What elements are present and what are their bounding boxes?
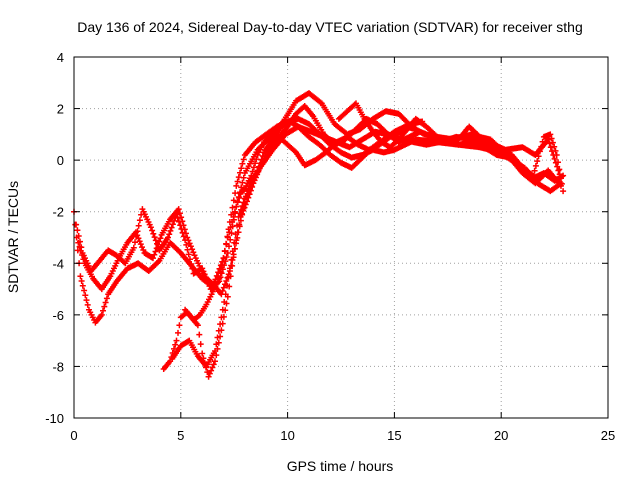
chart-title: Day 136 of 2024, Sidereal Day-to-day VTE… [77,19,583,35]
plot-frame [73,56,609,419]
y-tick-label: -8 [52,359,64,374]
x-tick-label: 20 [494,428,508,443]
x-tick-label: 5 [177,428,184,443]
x-axis-label: GPS time / hours [287,458,394,474]
data-point-markers [335,100,567,195]
axis-ticks: 0 5 10 15 20 25 -10 -8 -6 -4 -2 0 2 4 [45,50,615,443]
y-tick-label: 2 [57,102,64,117]
data-series [71,90,567,380]
y-tick-label: -2 [52,205,64,220]
y-tick-label: -4 [52,256,64,271]
y-tick-label: 0 [57,153,64,168]
series-track-7 [335,100,567,195]
y-axis-label: SDTVAR / TECUs [5,181,21,293]
x-tick-label: 15 [387,428,401,443]
series-track-5 [169,118,419,370]
y-tick-label: 4 [57,50,64,65]
x-tick-label: 10 [280,428,294,443]
x-tick-label: 0 [70,428,77,443]
y-tick-label: -10 [45,411,64,426]
y-tick-label: -6 [52,308,64,323]
x-tick-label: 25 [601,428,615,443]
data-point-markers [169,118,419,370]
